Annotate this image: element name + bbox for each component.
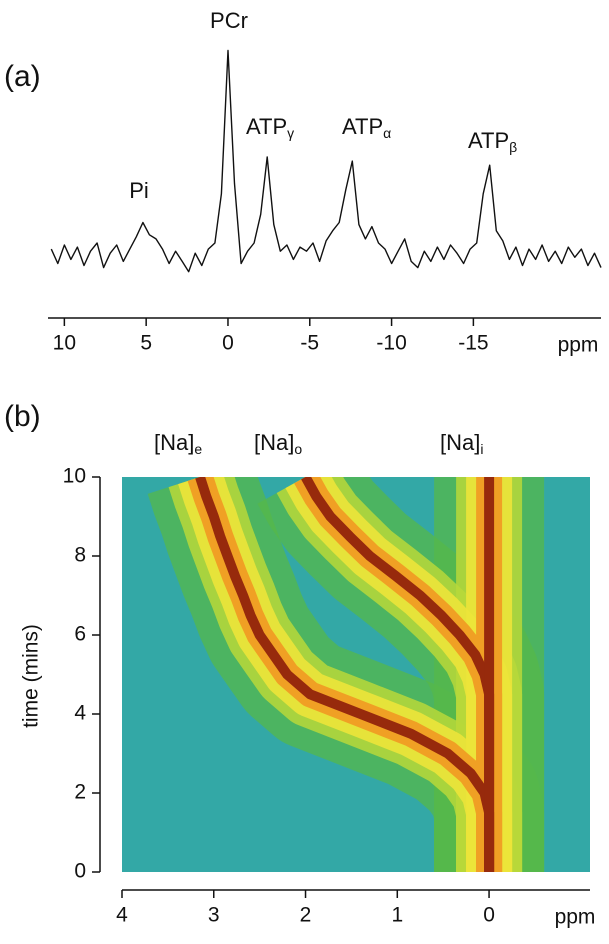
x-tick-label: -10 (376, 332, 406, 355)
series-label-main: [Na] (154, 430, 194, 455)
y-axis-label: time (mins) (20, 624, 43, 728)
x-tick-label: 10 (53, 332, 76, 355)
peak-label-subscript: γ (287, 125, 294, 141)
series-label-subscript: i (480, 441, 483, 457)
series-label-subscript: e (194, 441, 202, 457)
peak-label-subscript: β (509, 139, 517, 155)
series-label-main: [Na] (440, 430, 480, 455)
peak-label: ATPα (342, 114, 391, 141)
peak-label: ATPβ (468, 128, 517, 155)
peak-label: ATPγ (246, 114, 294, 141)
y-tick-label: 8 (74, 544, 86, 567)
x-tick-label: 1 (391, 904, 403, 927)
x-tick-label: -5 (300, 332, 319, 355)
series-label: [Na]o (254, 430, 302, 457)
y-tick-label: 2 (74, 781, 86, 804)
y-tick-label: 10 (63, 465, 86, 488)
x-tick-label: 2 (300, 904, 312, 927)
x-tick-label: 3 (208, 904, 220, 927)
spectrum (50, 49, 602, 273)
panel-label: (a) (4, 60, 41, 93)
x-tick-label: 5 (140, 332, 152, 355)
x-tick-label: 0 (483, 904, 495, 927)
x-axis-label: ppm (555, 906, 596, 929)
series-label-subscript: o (294, 441, 302, 457)
x-axis-label: ppm (558, 334, 599, 357)
y-tick-label: 0 (74, 860, 86, 883)
series-label: [Na]e (154, 430, 202, 457)
x-tick-label: 4 (116, 904, 128, 927)
peak-label-subscript: α (383, 125, 391, 141)
peak-label-main: ATP (342, 114, 383, 139)
series-label-main: [Na] (254, 430, 294, 455)
peak-label-main: ATP (468, 128, 509, 153)
x-tick-label: 0 (222, 332, 234, 355)
contour-map (122, 477, 590, 872)
peak-label: Pi (129, 178, 149, 203)
series-label: [Na]i (440, 430, 483, 457)
y-tick-label: 6 (74, 623, 86, 646)
y-tick-label: 4 (74, 702, 86, 725)
peak-label-main: ATP (246, 114, 287, 139)
x-tick-label: -15 (458, 332, 488, 355)
peak-label: PCr (210, 8, 248, 33)
panel-label: (b) (4, 400, 41, 433)
